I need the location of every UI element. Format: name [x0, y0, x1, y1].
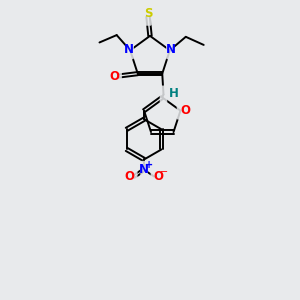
Text: O: O: [110, 70, 120, 83]
Text: O: O: [124, 170, 135, 183]
Text: −: −: [160, 167, 168, 177]
Text: N: N: [139, 163, 149, 176]
Text: N: N: [124, 43, 134, 56]
Text: O: O: [154, 170, 164, 183]
Text: H: H: [169, 86, 179, 100]
Text: N: N: [166, 43, 176, 56]
Text: S: S: [144, 7, 152, 20]
Text: +: +: [146, 160, 154, 170]
Text: O: O: [181, 104, 191, 117]
